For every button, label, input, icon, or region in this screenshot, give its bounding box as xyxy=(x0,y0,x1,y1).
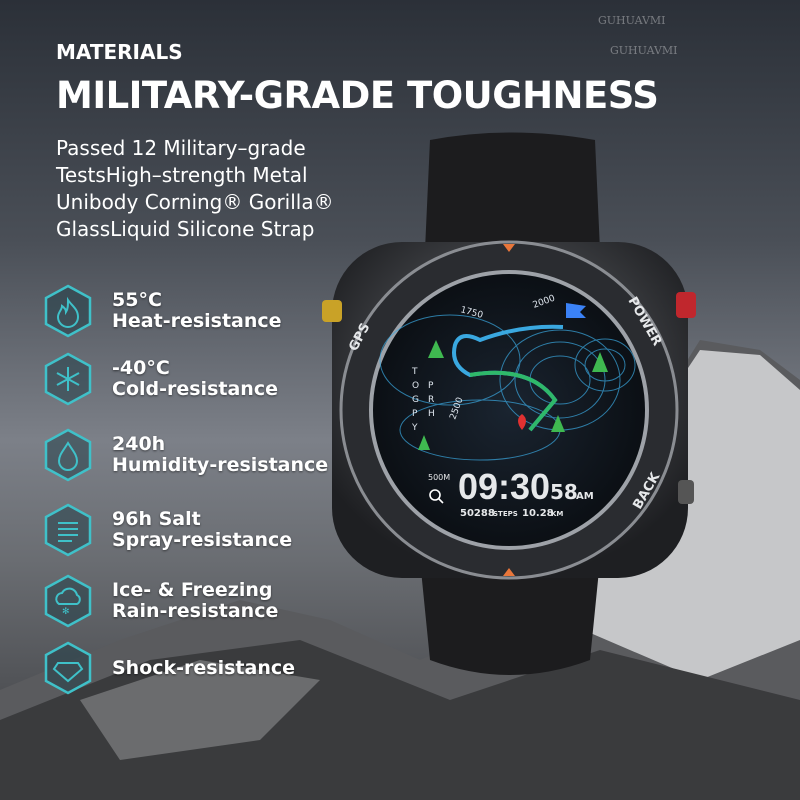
description-line: Passed 12 Military–grade xyxy=(56,136,306,160)
strap-top xyxy=(425,132,600,250)
map-letter: O xyxy=(412,381,419,391)
feature-value: 240h xyxy=(112,433,166,455)
description: Passed 12 Military–grade TestsHigh–stren… xyxy=(56,135,396,243)
map-letter: T xyxy=(411,367,418,377)
snowflake-icon xyxy=(44,352,92,406)
time-seconds: 58 xyxy=(550,480,578,504)
feature-item: 55°C Heat-resistance xyxy=(44,284,282,338)
map-letter: Y xyxy=(411,423,418,433)
power-button xyxy=(676,292,696,318)
feature-text: 96h Salt Spray-resistance xyxy=(112,509,292,551)
description-line: Unibody Corning® Gorilla® xyxy=(56,190,334,214)
feature-value: 55°C xyxy=(112,289,162,311)
strap-bottom xyxy=(420,560,600,675)
search-icon xyxy=(429,489,444,504)
feature-item: 240h Humidity-resistance xyxy=(44,428,328,482)
location-pin-icon xyxy=(518,414,526,430)
svg-text:✻: ✻ xyxy=(62,607,70,617)
description-line: TestsHigh–strength Metal xyxy=(56,163,308,187)
feature-item: 96h Salt Spray-resistance xyxy=(44,503,292,557)
watermark: GUHUAVMI xyxy=(598,14,666,27)
feature-label: Rain-resistance xyxy=(112,600,279,622)
feature-item: -40°C Cold-resistance xyxy=(44,352,278,406)
tree-icons xyxy=(418,340,608,450)
distance-unit: KM xyxy=(551,510,563,518)
feature-text: Shock-resistance xyxy=(112,656,296,679)
time-ampm: AM xyxy=(576,491,594,502)
feature-item: Shock-resistance xyxy=(44,641,295,695)
feature-text: 55°C Heat-resistance xyxy=(112,290,282,332)
distance-value: 10.28 xyxy=(522,508,554,519)
page-title: MILITARY-GRADE TOUGHNESS xyxy=(56,74,659,117)
feature-value: Ice- & Freezing xyxy=(112,579,273,601)
time-hours-minutes: 09:30 xyxy=(458,466,550,507)
feature-text: 240h Humidity-resistance xyxy=(112,434,328,476)
feature-value: 96h Salt xyxy=(112,508,201,530)
map-letter: P xyxy=(428,381,434,391)
feature-value: -40°C xyxy=(112,357,170,379)
steps-unit: STEPS xyxy=(493,510,518,518)
feature-label: Spray-resistance xyxy=(112,529,293,551)
feature-label: Cold-resistance xyxy=(112,378,278,400)
bezel-marker xyxy=(503,244,515,252)
steps-count: 50288 xyxy=(460,508,495,519)
flame-icon xyxy=(44,284,92,338)
water-drop-icon xyxy=(44,428,92,482)
feature-label: Shock-resistance xyxy=(112,656,296,679)
back-button xyxy=(678,480,694,504)
map-letter: R xyxy=(428,395,434,405)
map-scale: 500M xyxy=(428,473,450,482)
freezing-rain-icon: ✻ xyxy=(44,574,92,628)
dial xyxy=(369,270,649,550)
bezel-marker xyxy=(503,568,515,576)
diamond-icon xyxy=(44,641,92,695)
feature-text: Ice- & Freezing Rain-resistance xyxy=(112,580,278,622)
salt-spray-icon xyxy=(44,503,92,557)
description-line: GlassLiquid Silicone Strap xyxy=(56,217,315,241)
feature-text: -40°C Cold-resistance xyxy=(112,358,278,400)
gps-button xyxy=(322,300,342,322)
map-letter: H xyxy=(428,409,435,419)
feature-item: ✻ Ice- & Freezing Rain-resistance xyxy=(44,574,278,628)
feature-label: Heat-resistance xyxy=(112,310,282,332)
feature-label: Humidity-resistance xyxy=(112,454,329,476)
map-letter: P xyxy=(412,409,418,419)
watermark: GUHUAVMI xyxy=(610,44,678,57)
section-label: MATERIALS xyxy=(56,40,183,64)
map-letter: G xyxy=(412,395,419,405)
flag-icon xyxy=(566,303,586,327)
